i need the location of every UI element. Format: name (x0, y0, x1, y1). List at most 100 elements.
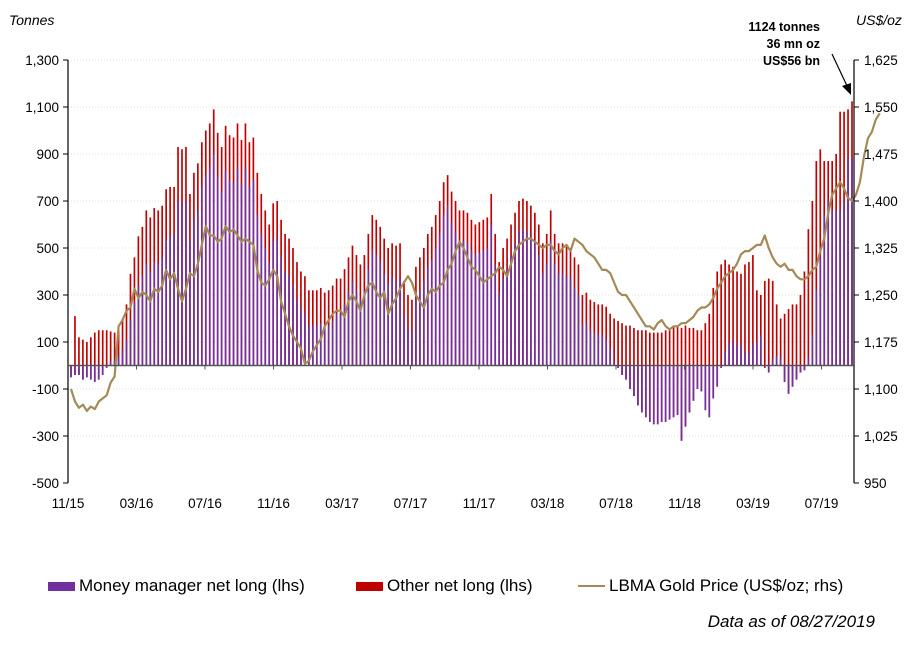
other-net-long-bar (109, 331, 112, 366)
other-net-long-bar (617, 320, 619, 368)
right-tick-label: 1,100 (864, 382, 898, 397)
gold-price-line (69, 112, 881, 412)
money-manager-bar (288, 276, 290, 366)
other-net-long-bar (791, 304, 794, 387)
legend-swatch-money-manager (48, 581, 75, 591)
money-manager-bar (565, 276, 568, 366)
other-net-long-bar (613, 318, 615, 366)
gold-price-line-group (69, 112, 881, 412)
money-manager-bar (446, 205, 449, 366)
other-net-long-bar (121, 318, 124, 366)
annotation-line-2: 36 mn oz (767, 37, 821, 51)
money-manager-bar (684, 365, 687, 427)
money-manager-bar (105, 365, 108, 368)
money-manager-bar (197, 210, 199, 366)
money-manager-bar (355, 290, 358, 366)
money-manager-bar (86, 365, 88, 378)
money-manager-bar (272, 240, 275, 366)
legend-label-money-manager: Money manager net long (lhs) (79, 576, 305, 595)
money-manager-bar (363, 290, 366, 366)
other-net-long-bar (736, 271, 738, 366)
annotation-arrow-shaft (831, 53, 849, 89)
annotation-line-1: 1124 tonnes (748, 20, 820, 34)
money-manager-bar (613, 363, 615, 366)
other-net-long-bar (803, 271, 806, 371)
money-manager-bar (466, 243, 469, 366)
money-manager-bar (403, 316, 405, 366)
money-manager-bar (359, 299, 362, 366)
gridlines (68, 59, 854, 437)
money-manager-bar (181, 203, 183, 366)
x-tick-label: 11/17 (463, 496, 496, 511)
other-net-long-bar (783, 313, 786, 382)
money-manager-bar (284, 271, 286, 366)
money-manager-bar (395, 280, 397, 366)
money-manager-bar (648, 365, 651, 422)
money-manager-bar (589, 330, 592, 366)
other-net-long-bar (74, 316, 76, 375)
money-manager-bar (311, 325, 314, 366)
other-net-long-bar (113, 332, 116, 366)
money-manager-bar (593, 332, 596, 366)
legend: Money manager net long (lhs) Other net l… (48, 576, 908, 600)
other-net-long-bar (700, 330, 703, 392)
money-manager-bar (458, 240, 461, 366)
other-net-long-bar (105, 330, 108, 368)
other-net-long-bar (811, 201, 814, 366)
money-manager-bar (323, 327, 326, 366)
left-tick-label: -500 (32, 476, 59, 491)
money-manager-bar (430, 259, 433, 366)
money-manager-bar (121, 349, 124, 366)
money-manager-bar (185, 201, 187, 366)
money-manager-bar (518, 231, 520, 366)
money-manager-bar (252, 179, 255, 366)
money-manager-bar (319, 323, 322, 366)
money-manager-bar (256, 215, 259, 366)
other-net-long-bar (748, 262, 750, 366)
money-manager-bar (843, 203, 845, 366)
other-net-long-bar (93, 332, 96, 382)
money-manager-bar (581, 325, 584, 366)
x-tick-label: 03/18 (531, 496, 565, 511)
other-net-long-bar (125, 304, 128, 366)
other-net-long-bar (740, 273, 742, 366)
money-manager-bar (847, 158, 849, 366)
money-manager-bar (748, 353, 750, 366)
money-manager-bar (514, 243, 516, 366)
money-manager-bar (125, 339, 128, 366)
other-net-long-bar (807, 229, 810, 366)
money-manager-bar (304, 313, 306, 366)
money-manager-bar (680, 365, 683, 441)
money-manager-bar (803, 365, 806, 371)
money-manager-bar (153, 262, 156, 366)
money-manager-bar (248, 186, 251, 366)
other-net-long-bar (712, 287, 715, 399)
right-tick-label: 1,025 (864, 429, 898, 444)
money-manager-bar (169, 236, 171, 366)
money-manager-bar (708, 365, 711, 418)
money-manager-bar (347, 292, 350, 366)
other-net-long-bar (728, 264, 730, 366)
money-manager-bar (752, 344, 754, 366)
money-manager-bar (692, 365, 695, 401)
x-tick-label: 07/18 (599, 496, 633, 511)
money-manager-bar (300, 309, 302, 366)
money-manager-bar (839, 210, 841, 366)
money-manager-bar (379, 262, 382, 366)
other-net-long-bar (752, 255, 754, 366)
money-manager-bar (454, 231, 457, 366)
money-manager-bar (526, 231, 528, 366)
money-manager-bar (641, 365, 643, 413)
legend-label-other: Other net long (lhs) (387, 576, 533, 595)
money-manager-bar (173, 233, 175, 366)
money-manager-bar (688, 365, 691, 413)
money-manager-bar (189, 240, 191, 366)
money-manager-bar (637, 365, 639, 406)
money-manager-bar (244, 168, 247, 366)
money-manager-bar (387, 283, 389, 366)
money-manager-bar (767, 365, 770, 373)
money-manager-bar (835, 210, 837, 366)
money-manager-bar (633, 365, 635, 397)
money-manager-bar (720, 365, 723, 368)
